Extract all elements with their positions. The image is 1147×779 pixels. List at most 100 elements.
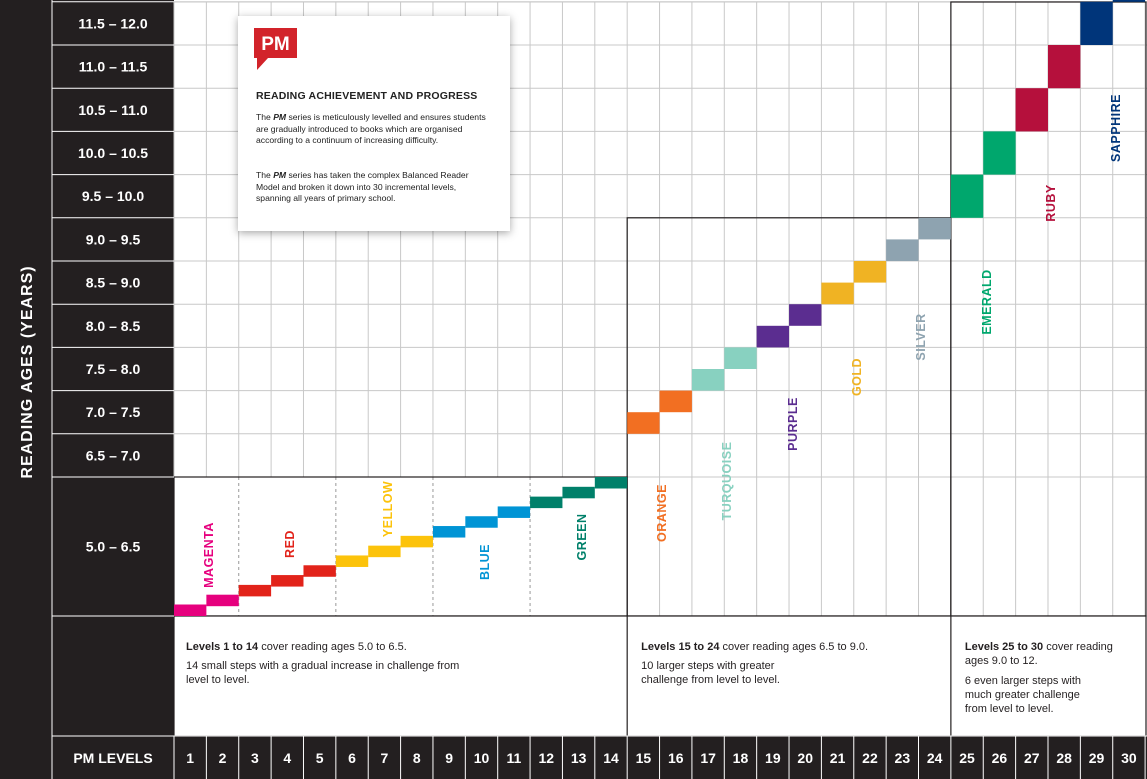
level-label: 13	[571, 750, 587, 766]
level-label: 15	[636, 750, 652, 766]
row-label-band	[52, 0, 174, 779]
level-block-14	[594, 477, 628, 489]
level-label: 28	[1056, 750, 1072, 766]
level-block-1	[174, 604, 207, 616]
note-sub-1: level to level.	[186, 674, 250, 686]
x-axis-title: PM LEVELS	[73, 750, 152, 766]
level-block-2	[206, 594, 239, 607]
note-sub-2: challenge from level to level.	[641, 674, 780, 686]
row-label: 6.5 – 7.0	[86, 447, 141, 463]
level-label: 30	[1121, 750, 1137, 766]
level-label: 6	[348, 750, 356, 766]
level-block-8	[400, 535, 433, 548]
level-label: 3	[251, 750, 259, 766]
row-label: 11.0 – 11.5	[79, 59, 148, 75]
level-block-3	[238, 584, 272, 597]
row-label: 7.0 – 7.5	[86, 404, 141, 420]
note-heading-1: Levels 1 to 14 cover reading ages 5.0 to…	[186, 641, 407, 653]
y-axis-title: READING AGES (YEARS)	[19, 265, 36, 478]
row-label: 9.5 – 10.0	[82, 188, 144, 204]
level-block-9	[432, 526, 466, 538]
level-label: 22	[862, 750, 878, 766]
colour-label-purple: PURPLE	[786, 397, 800, 451]
level-block-11	[497, 506, 531, 518]
row-label: 9.0 – 9.5	[86, 231, 141, 247]
logo-text: PM	[261, 34, 290, 55]
level-block-12	[530, 496, 563, 509]
note-sub-1: 14 small steps with a gradual increase i…	[186, 660, 459, 672]
colour-label-turquoise: TURQUOISE	[720, 442, 734, 521]
info-title: READING ACHIEVEMENT AND PROGRESS	[256, 90, 478, 102]
level-label: 1	[186, 750, 194, 766]
note-sub-3: much greater challenge	[965, 689, 1080, 701]
level-label-band	[52, 736, 1147, 779]
row-label: 5.0 – 6.5	[86, 539, 141, 555]
level-label: 14	[603, 750, 619, 766]
level-label: 18	[733, 750, 749, 766]
colour-label-blue: BLUE	[478, 544, 492, 580]
colour-label-ruby: RUBY	[1044, 184, 1058, 222]
level-block-29	[1080, 1, 1113, 46]
level-label: 7	[381, 750, 389, 766]
level-label: 20	[797, 750, 813, 766]
notes-area	[173, 615, 1147, 737]
level-block-5	[303, 565, 336, 577]
level-label: 12	[538, 750, 554, 766]
colour-label-magenta: MAGENTA	[202, 522, 216, 588]
level-label: 5	[316, 750, 324, 766]
level-label: 27	[1024, 750, 1040, 766]
level-label: 23	[895, 750, 911, 766]
note-sub-3: 6 even larger steps with	[965, 675, 1081, 687]
colour-label-red: RED	[283, 530, 297, 558]
y-axis-band	[0, 0, 52, 779]
level-block-17	[691, 369, 725, 391]
level-block-6	[335, 555, 369, 567]
level-block-7	[368, 545, 401, 558]
colour-label-yellow: YELLOW	[381, 481, 395, 537]
level-label: 26	[992, 750, 1008, 766]
note-heading-2: Levels 15 to 24 cover reading ages 6.5 t…	[641, 641, 868, 653]
note-heading-3: Levels 25 to 30 cover reading	[965, 641, 1113, 653]
row-label: 8.0 – 8.5	[86, 318, 141, 334]
info-paragraph-2: The PM series has taken the complex Bala…	[256, 170, 469, 203]
level-label: 4	[283, 750, 291, 766]
level-label: 11	[506, 750, 521, 766]
level-block-25	[950, 174, 984, 218]
level-label: 8	[413, 750, 421, 766]
level-block-22	[853, 261, 887, 283]
level-label: 19	[765, 750, 781, 766]
colour-label-emerald: EMERALD	[980, 269, 994, 334]
level-block-20	[789, 304, 822, 326]
level-label: 9	[445, 750, 453, 766]
colour-label-silver: SILVER	[914, 313, 928, 360]
row-label: 7.5 – 8.0	[86, 361, 141, 377]
pm-logo: PM	[254, 28, 297, 70]
level-block-15	[627, 412, 660, 434]
level-label: 2	[219, 750, 227, 766]
row-label: 11.5 – 12.0	[78, 15, 148, 31]
level-block-26	[983, 131, 1016, 175]
level-block-23	[886, 239, 919, 261]
colour-label-gold: GOLD	[850, 358, 864, 396]
colour-label-sapphire: SAPPHIRE	[1109, 94, 1123, 162]
level-label: 29	[1089, 750, 1105, 766]
level-block-19	[756, 325, 790, 348]
level-block-13	[562, 486, 595, 499]
level-block-18	[724, 347, 757, 369]
level-label: 10	[474, 750, 490, 766]
level-label: 21	[830, 750, 846, 766]
level-block-27	[1015, 88, 1048, 132]
level-label: 24	[927, 750, 943, 766]
level-block-24	[918, 217, 951, 240]
level-label: 16	[668, 750, 684, 766]
note-sub-2: 10 larger steps with greater	[641, 660, 775, 672]
row-label: 10.0 – 10.5	[78, 145, 148, 161]
info-box: PM READING ACHIEVEMENT AND PROGRESS The …	[238, 16, 510, 231]
note-sub-3: from level to level.	[965, 703, 1054, 715]
level-block-10	[465, 516, 498, 528]
level-block-21	[821, 282, 854, 305]
level-label: 25	[959, 750, 975, 766]
level-block-30	[1112, 0, 1146, 2]
row-label: 8.5 – 9.0	[86, 275, 141, 291]
